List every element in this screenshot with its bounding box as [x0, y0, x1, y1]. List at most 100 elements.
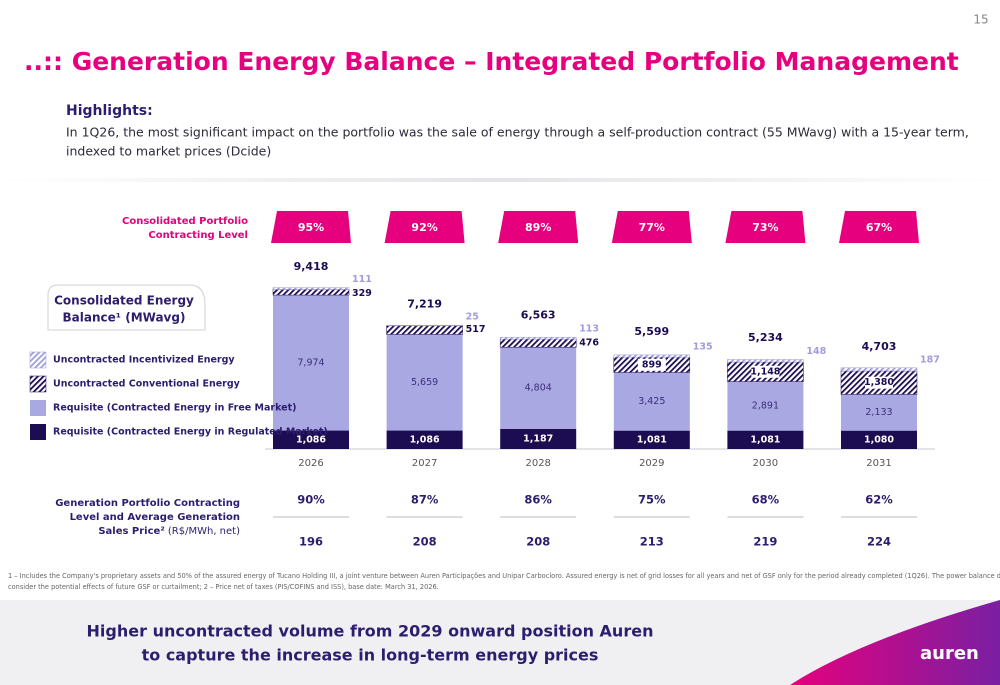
legend-swatch	[29, 351, 47, 369]
generation-contracting: 62%	[865, 493, 893, 507]
bar-segment	[613, 372, 690, 431]
generation-price: 224	[867, 535, 891, 549]
value-label: 1,380	[864, 377, 894, 388]
contracting-label: Consolidated Portfolio	[122, 216, 248, 227]
balance-box	[47, 284, 206, 331]
bar-segment	[499, 336, 577, 340]
total-label: 6,563	[521, 309, 556, 322]
generation-label: Sales Price²	[98, 526, 164, 537]
total-label: 4,703	[862, 340, 897, 353]
generation-contracting: 68%	[752, 493, 780, 507]
value-label: 4,804	[525, 383, 552, 394]
label-box	[751, 365, 780, 378]
value-label: 1,187	[523, 433, 553, 444]
bar-segment	[500, 428, 577, 449]
value-label: 25	[466, 312, 479, 323]
value-label: 476	[579, 338, 599, 349]
bar-segment	[840, 367, 918, 372]
bar-segment	[727, 381, 804, 431]
legend-swatch	[30, 400, 46, 416]
total-label: 5,234	[748, 331, 783, 344]
balance-label: Consolidated Energy	[54, 294, 194, 308]
legend-label: Requisite (Contracted Energy in Free Mar…	[53, 403, 296, 414]
value-label: 187	[920, 354, 940, 365]
generation-label: Generation Portfolio Contracting	[55, 498, 240, 509]
total-label: 7,219	[407, 297, 442, 310]
x-tick-label: 2031	[866, 458, 891, 469]
generation-price: 219	[753, 535, 777, 549]
contracting-tab	[498, 211, 579, 243]
contracting-value: 67%	[866, 221, 892, 234]
bar-segment	[386, 325, 463, 335]
value-label: 5,659	[411, 377, 438, 388]
bar-segment	[613, 354, 691, 358]
value-label: 113	[579, 324, 599, 335]
value-label: 1,081	[637, 434, 667, 445]
value-label: 2,133	[865, 407, 892, 418]
total-label: 9,418	[294, 260, 329, 273]
value-label: 1,086	[410, 434, 440, 445]
generation-price: 208	[526, 535, 550, 549]
highlights-text: In 1Q26, the most significant impact on …	[66, 125, 969, 140]
contracting-value: 73%	[752, 221, 778, 234]
balance-label: Balance¹ (MWavg)	[63, 311, 186, 325]
page-number: 15	[973, 13, 988, 27]
bar-segment	[500, 347, 577, 429]
value-label: 1,086	[296, 434, 326, 445]
x-tick-label: 2028	[525, 458, 550, 469]
value-label: 2,891	[752, 401, 779, 412]
generation-contracting: 86%	[524, 493, 552, 507]
contracting-value: 89%	[525, 221, 551, 234]
value-label: 899	[642, 359, 662, 370]
value-label: 111	[352, 274, 372, 285]
bar-segment	[613, 430, 690, 449]
legend-label: Uncontracted Conventional Energy	[53, 379, 241, 390]
bar-segment	[727, 430, 804, 449]
value-label: 1,080	[864, 434, 894, 445]
highlights-heading: Highlights:	[66, 103, 153, 119]
x-tick-label: 2027	[412, 458, 437, 469]
contracting-tab	[725, 211, 806, 243]
generation-unit: (R$/MWh, net)	[168, 526, 240, 537]
generation-contracting: 87%	[411, 493, 439, 507]
contracting-value: 95%	[298, 221, 324, 234]
label-box	[865, 376, 893, 389]
footnote: 1 – Includes the Company's proprietary a…	[8, 572, 1000, 580]
banner-text: to capture the increase in long-term ene…	[142, 646, 599, 665]
contracting-tab	[271, 211, 351, 243]
highlights-text: indexed to market prices (Dcide)	[66, 144, 271, 159]
contracting-tab	[611, 211, 692, 243]
bar-segment	[386, 430, 463, 449]
contracting-value: 92%	[411, 221, 437, 234]
logo: auren	[920, 643, 979, 664]
bar-segment	[272, 289, 350, 296]
contracting-label: Contracting Level	[148, 230, 248, 241]
value-label: 1,081	[750, 434, 780, 445]
generation-contracting: 90%	[297, 493, 325, 507]
generation-price: 196	[299, 535, 323, 549]
generation-label: Level and Average Generation	[70, 512, 240, 523]
x-tick-label: 2026	[298, 458, 323, 469]
contracting-tab	[839, 211, 919, 243]
footnote: consider the potential effects of future…	[8, 583, 439, 591]
legend-label: Uncontracted Incentivized Energy	[53, 355, 235, 366]
separator	[0, 178, 1000, 182]
swoosh	[790, 600, 1000, 685]
bar-segment	[841, 430, 917, 449]
bar-segment	[272, 287, 350, 290]
value-label: 329	[352, 288, 372, 299]
value-label: 135	[693, 341, 713, 352]
x-tick-label: 2029	[639, 458, 664, 469]
bar-segment	[273, 295, 349, 431]
legend-swatch	[30, 424, 46, 440]
value-label: 1,148	[750, 366, 780, 377]
generation-price: 208	[413, 535, 437, 549]
value-label: 517	[466, 324, 486, 335]
contracting-tab	[384, 211, 465, 243]
total-label: 5,599	[634, 325, 669, 338]
label-box	[637, 358, 666, 371]
bar-segment	[386, 334, 463, 431]
value-label: 3,425	[638, 396, 665, 407]
generation-label: Sales Price² (R$/MWh, net)	[98, 526, 240, 537]
